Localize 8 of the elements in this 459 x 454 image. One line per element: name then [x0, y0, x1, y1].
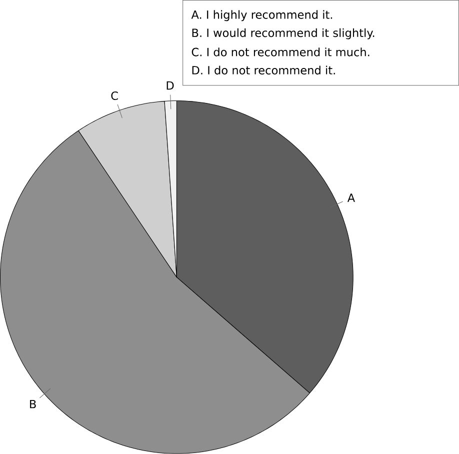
slice-label: B [30, 400, 36, 408]
text: A. I highly recommend it. [191, 10, 332, 22]
text: B. I would recommend it slightly. [192, 28, 374, 40]
slice-label: A [347, 194, 356, 202]
slice-label: D [166, 81, 174, 90]
text: C. I do not recommend it much. [192, 48, 370, 56]
text: D. I do not recommend it. [192, 66, 335, 75]
slice-label: C [111, 92, 118, 100]
